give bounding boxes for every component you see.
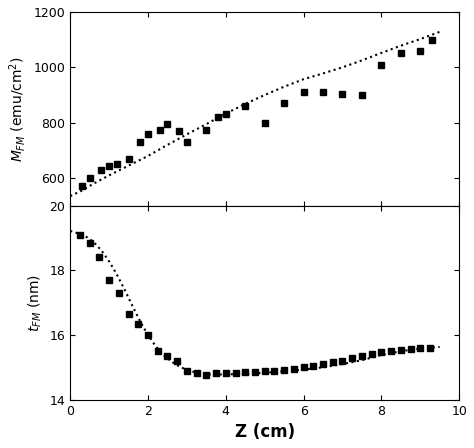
Y-axis label: $M_{FM}$ (emu/cm$^2$): $M_{FM}$ (emu/cm$^2$): [7, 56, 28, 162]
Y-axis label: $t_{FM}$ (nm): $t_{FM}$ (nm): [27, 274, 44, 332]
X-axis label: Z (cm): Z (cm): [235, 423, 295, 441]
